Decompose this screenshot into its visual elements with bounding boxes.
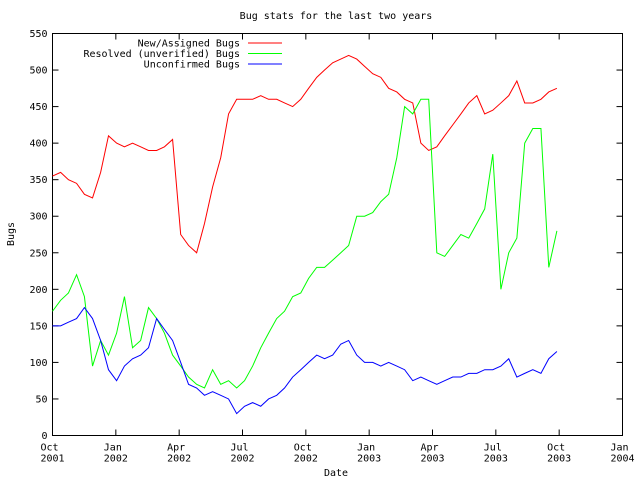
plot-frame [52,33,623,436]
x-tick-label: Apr 2003 [420,443,444,465]
x-tick-label: Jul 2003 [484,443,508,465]
series-line [52,98,558,389]
y-tick-label: 150 [29,321,47,332]
y-tick-label: 50 [35,394,47,405]
y-tick-label: 450 [29,102,47,113]
y-tick-label: 550 [29,29,47,40]
y-tick-label: 100 [29,358,47,369]
x-tick-label: Jan 2004 [610,443,634,465]
x-tick-label: Jan 2003 [357,443,381,465]
y-tick-label: 400 [29,139,47,150]
y-tick-label: 200 [29,285,47,296]
y-tick-label: 250 [29,248,47,259]
series-line [52,54,558,254]
y-tick-label: 500 [29,66,47,77]
x-tick-label: Oct 2002 [294,443,318,465]
x-tick-label: Apr 2002 [167,443,191,465]
x-tick-label: Oct 2001 [40,443,64,465]
x-tick-label: Oct 2003 [547,443,571,465]
series-line [52,306,558,415]
x-tick-label: Jul 2002 [230,443,254,465]
x-axis-label: Date [324,468,348,479]
legend-label: Resolved (unverified) Bugs [83,49,240,60]
legend-label: New/Assigned Bugs [138,39,240,50]
y-tick-label: 0 [41,431,47,442]
y-tick-label: 350 [29,175,47,186]
y-tick-label: 300 [29,212,47,223]
legend-label: Unconfirmed Bugs [144,60,240,71]
chart-title: Bug stats for the last two years [240,11,433,22]
y-axis-label: Bugs [6,222,17,246]
x-tick-label: Jan 2002 [104,443,128,465]
